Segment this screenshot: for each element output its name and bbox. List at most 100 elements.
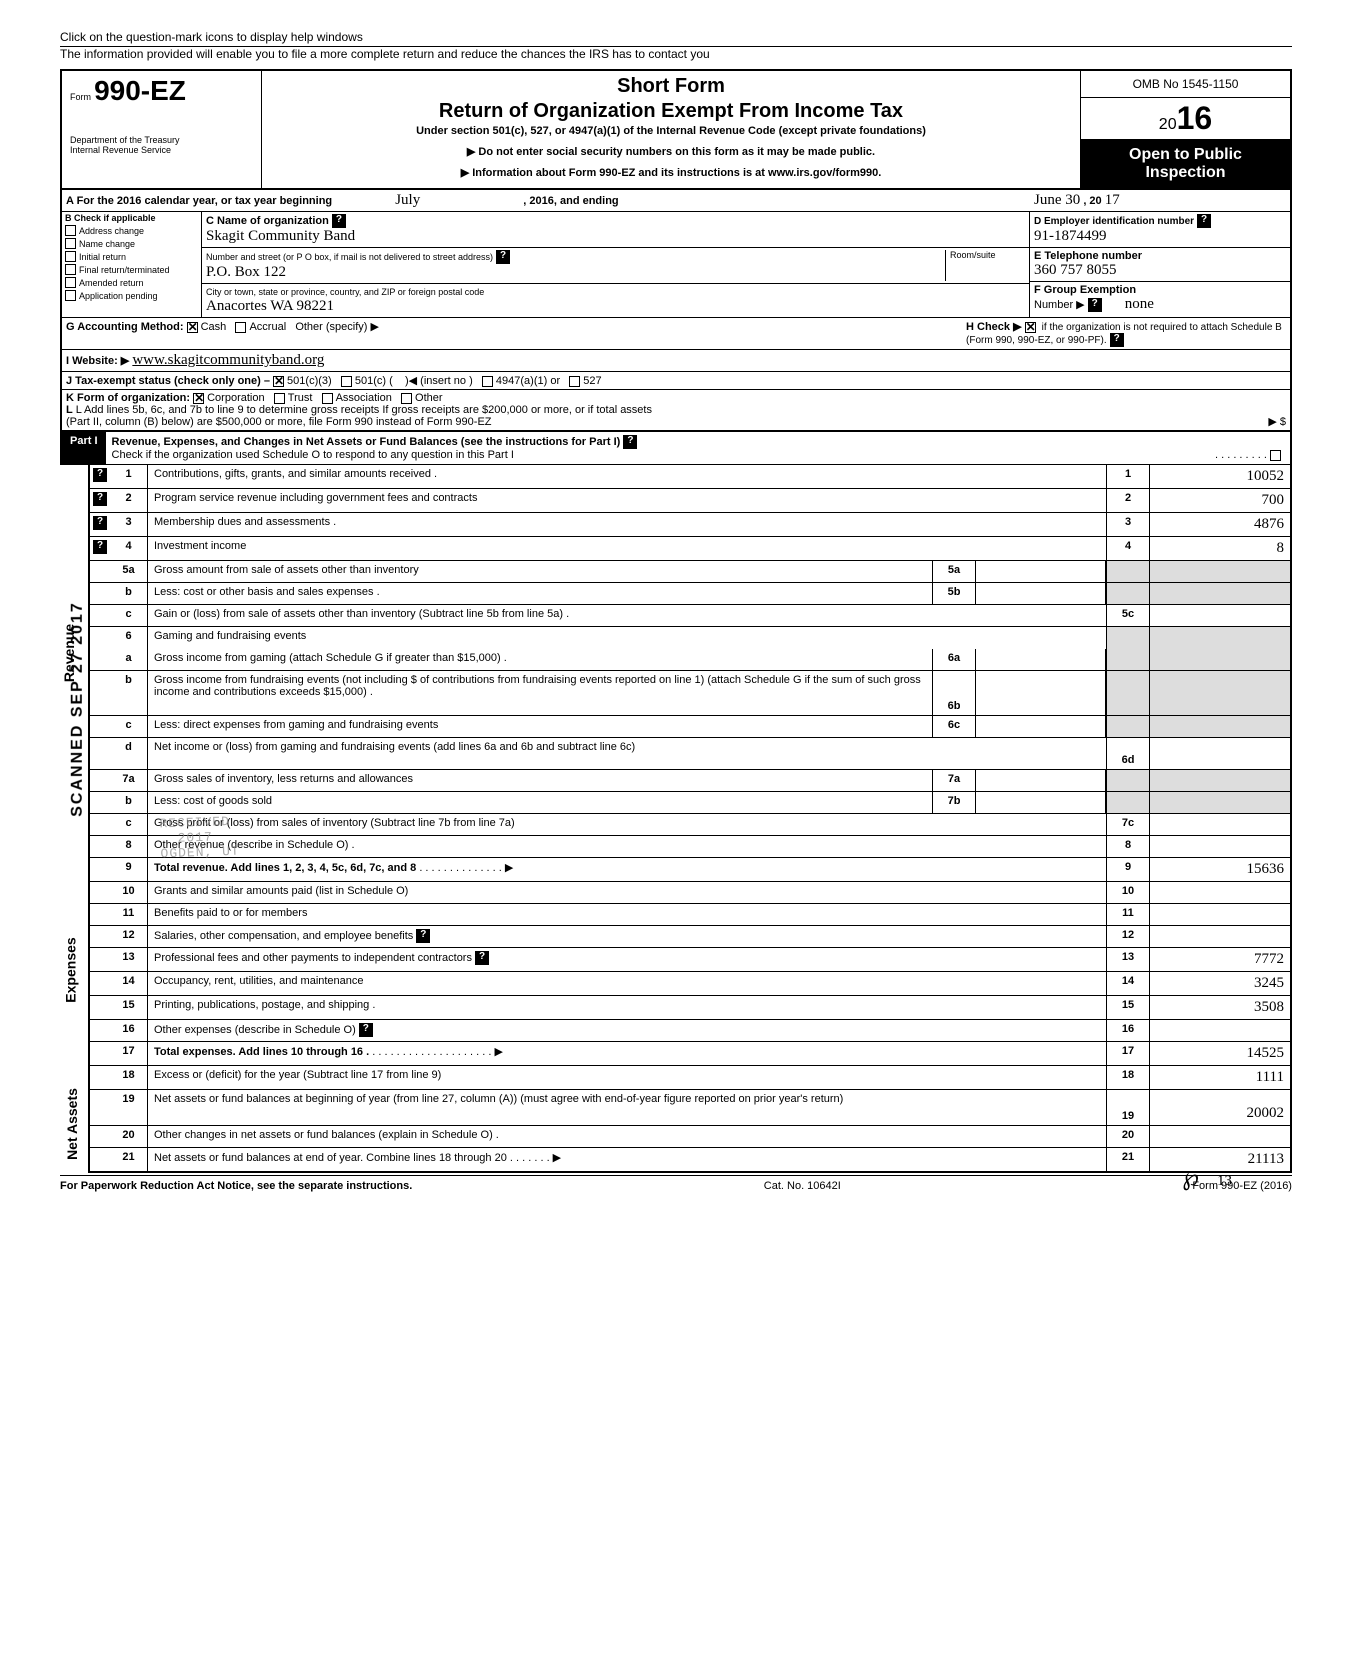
chk-assoc[interactable]: [322, 393, 333, 404]
line-5a: 5aGross amount from sale of assets other…: [88, 561, 1292, 583]
chk-corp[interactable]: [193, 393, 204, 404]
help-icon[interactable]: ?: [475, 951, 489, 965]
chk-name-change[interactable]: Name change: [62, 237, 201, 250]
help-icon[interactable]: ?: [93, 540, 107, 554]
chk-address-change[interactable]: Address change: [62, 224, 201, 237]
help-icon[interactable]: ?: [416, 929, 430, 943]
end-year[interactable]: 17: [1105, 192, 1120, 208]
chk-527[interactable]: [569, 376, 580, 387]
help-icon[interactable]: ?: [1088, 298, 1102, 312]
val-4[interactable]: 8: [1150, 537, 1290, 560]
val-20[interactable]: [1150, 1126, 1290, 1147]
footer-left: For Paperwork Reduction Act Notice, see …: [60, 1180, 412, 1192]
val-8[interactable]: [1150, 836, 1290, 857]
website[interactable]: www.skagitcommunityband.org: [132, 352, 324, 368]
val-1[interactable]: 10052: [1150, 465, 1290, 488]
line-a: A For the 2016 calendar year, or tax yea…: [60, 190, 1292, 212]
chk-501c[interactable]: [341, 376, 352, 387]
phone[interactable]: 360 757 8055: [1034, 262, 1117, 278]
row-j: J Tax-exempt status (check only one) – 5…: [60, 372, 1292, 390]
row-kl: K Form of organization: Corporation Trus…: [60, 390, 1292, 432]
org-address[interactable]: P.O. Box 122: [206, 264, 286, 280]
val-13[interactable]: 7772: [1150, 948, 1290, 971]
line-2: ?2Program service revenue including gove…: [88, 489, 1292, 513]
val-12[interactable]: [1150, 926, 1290, 947]
val-11[interactable]: [1150, 904, 1290, 925]
footer-mid: Cat. No. 10642I: [764, 1180, 841, 1192]
line-a-label: A For the 2016 calendar year, or tax yea…: [66, 195, 332, 207]
line-8: 8Other revenue (describe in Schedule O) …: [88, 836, 1292, 858]
val-6a[interactable]: [976, 649, 1106, 670]
chk-501c3[interactable]: [273, 376, 284, 387]
line-6c: cLess: direct expenses from gaming and f…: [88, 716, 1292, 738]
d-label: D Employer identification number: [1034, 216, 1194, 227]
help-icon[interactable]: ?: [93, 516, 107, 530]
header-mid: Short Form Return of Organization Exempt…: [262, 71, 1080, 188]
val-7c[interactable]: [1150, 814, 1290, 835]
val-19[interactable]: 20002: [1150, 1090, 1290, 1125]
val-6d[interactable]: [1150, 738, 1290, 769]
form-number: 990-EZ: [94, 75, 186, 106]
hint-sub-text: The information provided will enable you…: [60, 46, 1292, 61]
chk-h[interactable]: [1025, 322, 1036, 333]
val-10[interactable]: [1150, 882, 1290, 903]
org-name[interactable]: Skagit Community Band: [206, 228, 355, 244]
org-city[interactable]: Anacortes WA 98221: [206, 298, 334, 314]
chk-cash[interactable]: [187, 322, 198, 333]
val-14[interactable]: 3245: [1150, 972, 1290, 995]
line-6b: bGross income from fundraising events (n…: [88, 671, 1292, 716]
form-header: Form 990-EZ Department of the Treasury I…: [60, 69, 1292, 190]
ein[interactable]: 91-1874499: [1034, 228, 1107, 244]
header-right: OMB No 1545-1150 2016 Open to Public Ins…: [1080, 71, 1290, 188]
chk-final-return[interactable]: Final return/terminated: [62, 263, 201, 276]
end-date[interactable]: June 30: [1034, 192, 1080, 208]
chk-accrual[interactable]: [235, 322, 246, 333]
line-5c: cGain or (loss) from sale of assets othe…: [88, 605, 1292, 627]
j-label: J Tax-exempt status (check only one) –: [66, 375, 270, 387]
line-7a: 7aGross sales of inventory, less returns…: [88, 770, 1292, 792]
chk-initial-return[interactable]: Initial return: [62, 250, 201, 263]
val-16[interactable]: [1150, 1020, 1290, 1041]
begin-date[interactable]: July: [395, 192, 420, 208]
line-9: 9Total revenue. Add lines 1, 2, 3, 4, 5c…: [88, 858, 1292, 882]
section-bcdef: B Check if applicable Address change Nam…: [60, 212, 1292, 318]
val-5a[interactable]: [976, 561, 1106, 582]
help-icon[interactable]: ?: [359, 1023, 373, 1037]
val-5c[interactable]: [1150, 605, 1290, 626]
g-label: G Accounting Method:: [66, 321, 184, 333]
help-icon[interactable]: ?: [623, 435, 637, 449]
dept2: Internal Revenue Service: [70, 145, 253, 155]
val-18[interactable]: 1111: [1150, 1066, 1290, 1089]
chk-other[interactable]: [401, 393, 412, 404]
group-exemption[interactable]: none: [1125, 296, 1154, 312]
help-icon[interactable]: ?: [93, 492, 107, 506]
val-7a[interactable]: [976, 770, 1106, 791]
chk-amended[interactable]: Amended return: [62, 276, 201, 289]
i-label: I Website: ▶: [66, 355, 129, 367]
val-15[interactable]: 3508: [1150, 996, 1290, 1019]
val-2[interactable]: 700: [1150, 489, 1290, 512]
open-inspection: Open to Public Inspection: [1081, 140, 1290, 188]
line-13: 13Professional fees and other payments t…: [88, 948, 1292, 972]
help-icon[interactable]: ?: [93, 468, 107, 482]
help-icon[interactable]: ?: [1110, 333, 1124, 347]
val-6b[interactable]: [976, 671, 1106, 715]
line-6d: dNet income or (loss) from gaming and fu…: [88, 738, 1292, 770]
help-icon[interactable]: ?: [496, 250, 510, 264]
e-label: E Telephone number: [1034, 250, 1142, 262]
help-icon[interactable]: ?: [1197, 214, 1211, 228]
chk-schedule-o[interactable]: [1270, 450, 1281, 461]
val-9[interactable]: 15636: [1150, 858, 1290, 881]
val-3[interactable]: 4876: [1150, 513, 1290, 536]
chk-trust[interactable]: [274, 393, 285, 404]
help-icon[interactable]: ?: [332, 214, 346, 228]
val-7b[interactable]: [976, 792, 1106, 813]
c-label: C Name of organization: [206, 215, 329, 227]
line-6a: aGross income from gaming (attach Schedu…: [88, 649, 1292, 671]
val-5b[interactable]: [976, 583, 1106, 604]
val-17[interactable]: 14525: [1150, 1042, 1290, 1065]
chk-4947[interactable]: [482, 376, 493, 387]
val-6c[interactable]: [976, 716, 1106, 737]
line-20: 20Other changes in net assets or fund ba…: [88, 1126, 1292, 1148]
chk-pending[interactable]: Application pending: [62, 289, 201, 302]
